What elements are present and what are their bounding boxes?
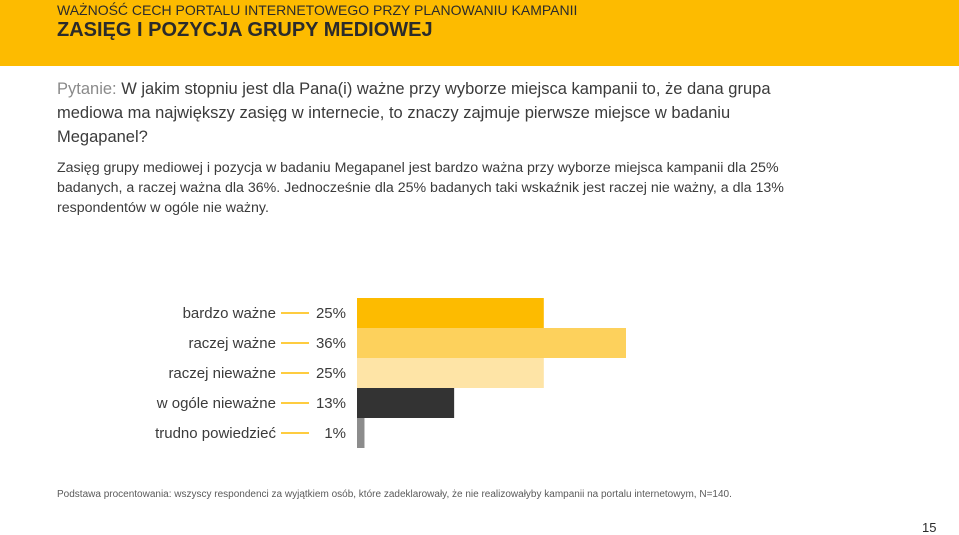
bar-0 — [357, 298, 544, 328]
header-bar: WAŻNOŚĆ CECH PORTALU INTERNETOWEGO PRZY … — [0, 0, 959, 66]
footnote: Podstawa procentowania: wszyscy responde… — [57, 489, 732, 500]
question-text: W jakim stopniu jest dla Pana(i) ważne p… — [57, 80, 771, 146]
value-label-4: 1% — [324, 425, 346, 442]
category-label-4: trudno powiedzieć — [155, 425, 276, 442]
value-label-3: 13% — [316, 395, 346, 412]
page-number: 15 — [922, 520, 937, 535]
bar-3 — [357, 388, 455, 418]
section-subtitle: WAŻNOŚĆ CECH PORTALU INTERNETOWEGO PRZY … — [57, 2, 578, 18]
bar-4 — [357, 418, 365, 448]
category-label-2: raczej nieważne — [168, 365, 276, 382]
question-label: Pytanie: — [57, 80, 117, 98]
page-title: ZASIĘG I POZYCJA GRUPY MEDIOWEJ — [57, 19, 433, 41]
value-label-1: 36% — [316, 335, 346, 352]
category-label-1: raczej ważne — [188, 335, 276, 352]
question-block: Pytanie: W jakim stopniu jest dla Pana(i… — [57, 77, 817, 149]
bar-2 — [357, 358, 544, 388]
value-label-2: 25% — [316, 365, 346, 382]
summary-text: Zasięg grupy mediowej i pozycja w badani… — [57, 160, 784, 216]
value-label-0: 25% — [316, 305, 346, 322]
category-label-3: w ogóle nieważne — [156, 395, 276, 412]
category-label-0: bardzo ważne — [183, 305, 276, 322]
bar-1 — [357, 328, 626, 358]
